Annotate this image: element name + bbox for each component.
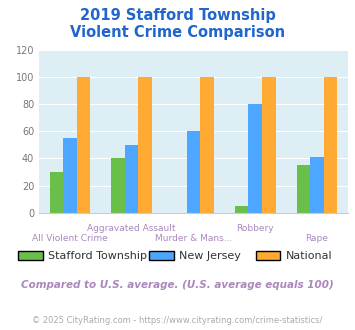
Bar [248,104,262,213]
Text: Stafford Township: Stafford Township [48,251,147,261]
Text: 2019 Stafford Township: 2019 Stafford Township [80,8,275,23]
Bar [125,145,138,213]
Bar [63,138,77,213]
Bar [50,172,63,213]
Text: Robbery: Robbery [236,224,274,233]
Bar [235,206,248,213]
Bar [200,77,214,213]
Bar [297,165,310,213]
Bar [187,131,200,213]
Bar [310,157,324,213]
Text: National: National [286,251,332,261]
Text: Aggravated Assault: Aggravated Assault [87,224,176,233]
Text: Rape: Rape [306,234,328,243]
Text: All Violent Crime: All Violent Crime [32,234,108,243]
Text: © 2025 CityRating.com - https://www.cityrating.com/crime-statistics/: © 2025 CityRating.com - https://www.city… [32,315,323,325]
Bar [138,77,152,213]
Text: Compared to U.S. average. (U.S. average equals 100): Compared to U.S. average. (U.S. average … [21,280,334,290]
Bar [262,77,275,213]
Bar [324,77,337,213]
Bar [111,158,125,213]
Text: Violent Crime Comparison: Violent Crime Comparison [70,25,285,40]
Bar [77,77,90,213]
Text: New Jersey: New Jersey [179,251,241,261]
Text: Murder & Mans...: Murder & Mans... [155,234,232,243]
